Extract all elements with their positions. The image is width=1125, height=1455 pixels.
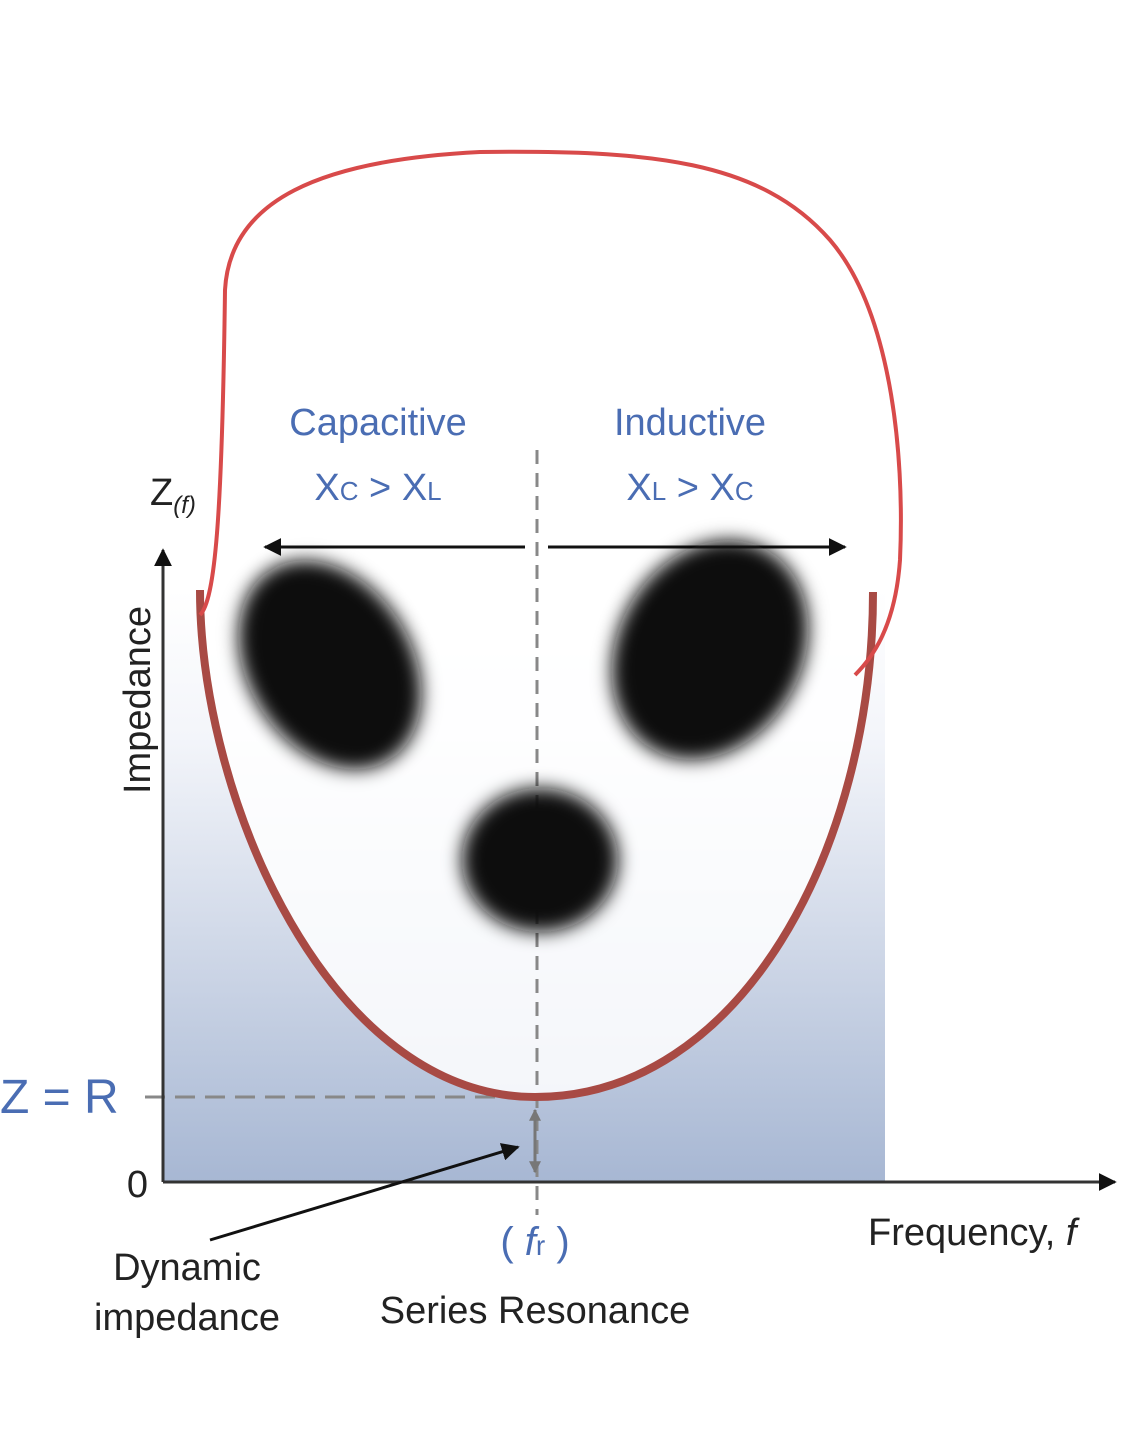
inductive-relation: XL > XC xyxy=(626,467,753,509)
left-eye xyxy=(238,560,422,770)
z-equals-r: Z = R xyxy=(0,1071,119,1124)
label: Frequency, xyxy=(868,1212,1066,1254)
right-eye xyxy=(611,540,809,760)
nose xyxy=(462,788,618,932)
operator: > xyxy=(666,467,709,509)
symbol: Z xyxy=(150,472,173,514)
subscript: L xyxy=(652,476,666,506)
variable: f xyxy=(1066,1212,1080,1254)
head-outline xyxy=(198,149,903,677)
operator: > xyxy=(359,467,402,509)
symbol: X xyxy=(314,467,339,509)
symbol: X xyxy=(710,467,735,509)
labels: Z(f) Impedance Capacitive XC > XL Induct… xyxy=(0,402,1080,1339)
paren: ( xyxy=(500,1220,524,1264)
origin-label: 0 xyxy=(127,1164,148,1206)
dynamic-line1: Dynamic xyxy=(113,1247,261,1289)
doodle xyxy=(198,149,903,932)
impedance-curve xyxy=(196,589,877,1102)
y-axis-symbol: Z(f) xyxy=(150,472,196,519)
inductive-title: Inductive xyxy=(614,402,766,444)
capacitive-title: Capacitive xyxy=(289,402,466,444)
subscript: (f) xyxy=(173,492,196,519)
dynamic-arrow xyxy=(209,1143,520,1242)
symbol: X xyxy=(626,467,651,509)
paren: ) xyxy=(545,1220,569,1264)
subscript: C xyxy=(735,476,754,506)
resonance-symbol: ( fr ) xyxy=(500,1220,569,1264)
x-axis-label: Frequency, f xyxy=(868,1212,1080,1254)
capacitive-relation: XC > XL xyxy=(314,467,441,509)
subscript: L xyxy=(427,476,441,506)
subscript: r xyxy=(536,1230,545,1261)
resonance-label: Series Resonance xyxy=(380,1290,691,1332)
subscript: C xyxy=(340,476,359,506)
y-axis-label: Impedance xyxy=(117,606,159,794)
symbol: X xyxy=(402,467,427,509)
dynamic-line2: impedance xyxy=(94,1297,280,1339)
